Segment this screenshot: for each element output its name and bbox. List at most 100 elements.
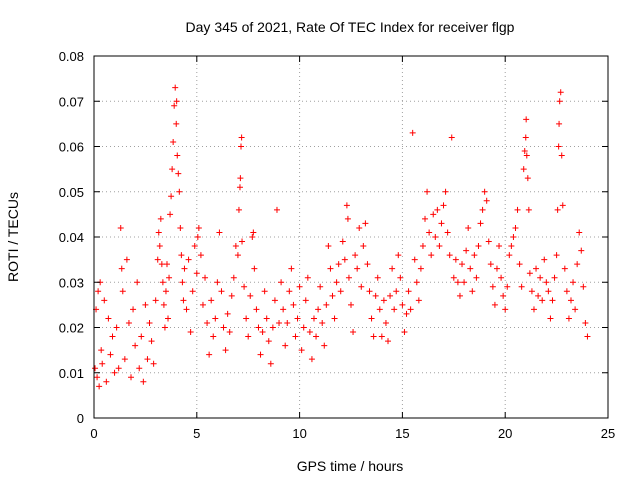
data-point	[253, 306, 260, 313]
data-point	[214, 279, 221, 286]
data-point	[103, 378, 110, 385]
data-point	[117, 224, 124, 231]
data-point	[558, 152, 565, 159]
axis-ticks	[93, 55, 609, 419]
data-point	[238, 143, 245, 150]
data-point	[109, 333, 116, 340]
data-point	[465, 224, 472, 231]
data-point	[180, 297, 187, 304]
data-point	[574, 261, 581, 268]
data-point	[584, 333, 591, 340]
data-point	[132, 342, 139, 349]
data-point	[317, 283, 324, 290]
data-point	[245, 333, 252, 340]
data-point	[487, 261, 494, 268]
data-point	[166, 274, 173, 281]
data-point	[237, 175, 244, 182]
data-point	[202, 274, 209, 281]
data-point	[344, 215, 351, 222]
data-point	[329, 292, 336, 299]
x-tick-label: 10	[292, 426, 306, 441]
y-axis-label: ROTI / TECUs	[5, 192, 21, 282]
data-point	[525, 206, 532, 213]
data-point	[523, 116, 530, 123]
data-point	[424, 188, 431, 195]
data-point	[528, 288, 535, 295]
grid-lines	[94, 56, 608, 418]
data-point	[194, 234, 201, 240]
data-point	[547, 315, 554, 322]
data-point	[113, 324, 120, 331]
data-point	[356, 224, 363, 231]
data-point	[432, 234, 439, 240]
data-point	[554, 206, 561, 213]
data-point	[325, 243, 332, 250]
data-point	[152, 297, 159, 304]
data-point	[442, 188, 449, 195]
data-point	[456, 292, 463, 299]
data-point	[212, 315, 219, 322]
data-point	[178, 252, 185, 259]
data-point	[498, 274, 505, 281]
data-point	[111, 369, 118, 376]
data-point	[315, 306, 322, 313]
data-point	[567, 297, 574, 304]
data-point	[172, 84, 179, 91]
data-point	[282, 342, 289, 349]
x-tick-label: 25	[601, 426, 615, 441]
data-point	[444, 229, 451, 236]
data-point	[259, 329, 266, 336]
x-tick-label: 0	[90, 426, 97, 441]
data-point	[508, 243, 515, 250]
data-point	[576, 229, 583, 236]
data-point	[405, 288, 412, 295]
data-points	[92, 84, 591, 390]
data-point	[169, 166, 176, 173]
data-point	[345, 274, 352, 281]
data-point	[366, 288, 373, 295]
data-point	[94, 374, 101, 381]
data-point	[491, 301, 498, 308]
data-point	[520, 166, 527, 173]
data-point	[436, 243, 443, 250]
data-point	[294, 315, 301, 322]
data-point	[438, 220, 445, 227]
data-point	[130, 306, 137, 313]
data-point	[157, 215, 164, 222]
data-point	[403, 310, 410, 317]
data-point	[578, 247, 585, 254]
data-point	[239, 238, 246, 245]
data-point	[250, 229, 257, 236]
data-point	[142, 301, 149, 308]
data-point	[397, 274, 404, 281]
data-point	[156, 243, 163, 250]
data-point	[276, 319, 283, 326]
data-point	[220, 324, 227, 331]
data-point	[522, 134, 529, 141]
data-point	[304, 274, 311, 281]
data-point	[551, 274, 558, 281]
data-point	[296, 283, 303, 290]
data-point	[123, 256, 130, 263]
data-point	[167, 211, 174, 218]
data-point	[440, 202, 447, 209]
data-point	[537, 274, 544, 281]
data-point	[461, 279, 468, 286]
data-point	[434, 206, 441, 213]
data-point	[393, 288, 400, 295]
data-point	[230, 274, 237, 281]
data-point	[171, 102, 178, 109]
data-point	[401, 329, 408, 336]
data-point	[477, 220, 484, 227]
x-tick-label: 20	[498, 426, 512, 441]
x-tick-label: 5	[193, 426, 200, 441]
data-point	[413, 279, 420, 286]
data-point	[549, 297, 556, 304]
data-point	[561, 265, 568, 272]
data-point	[216, 229, 223, 236]
data-point	[236, 184, 243, 191]
data-point	[173, 98, 180, 105]
data-point	[134, 279, 141, 286]
